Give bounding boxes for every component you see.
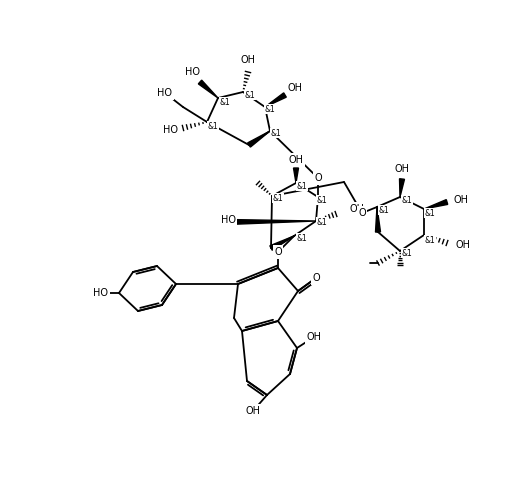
Polygon shape (376, 207, 380, 232)
Text: O: O (312, 273, 320, 283)
Text: &1: &1 (270, 129, 281, 138)
Polygon shape (424, 200, 448, 209)
Text: OH: OH (289, 155, 304, 165)
Text: HO: HO (163, 125, 178, 135)
Polygon shape (247, 131, 270, 147)
Text: &1: &1 (220, 98, 230, 107)
Text: &1: &1 (402, 196, 413, 205)
Text: O: O (314, 173, 322, 183)
Text: OH: OH (245, 406, 260, 416)
Polygon shape (400, 179, 404, 197)
Polygon shape (199, 80, 218, 98)
Text: OH: OH (455, 240, 470, 250)
Text: OH: OH (394, 164, 410, 174)
Text: &1: &1 (425, 208, 436, 217)
Text: &1: &1 (296, 182, 307, 191)
Text: HO: HO (93, 288, 108, 298)
Text: &1: &1 (245, 90, 255, 99)
Text: &1: &1 (265, 105, 276, 113)
Text: OH: OH (288, 83, 303, 93)
Text: OH: OH (306, 332, 321, 342)
Text: O: O (358, 208, 366, 218)
Text: OH: OH (350, 204, 365, 214)
Text: &1: &1 (317, 217, 327, 227)
Text: &1: &1 (379, 206, 389, 215)
Text: HO: HO (184, 67, 200, 77)
Polygon shape (270, 236, 294, 250)
Polygon shape (293, 168, 299, 183)
Text: &1: &1 (402, 249, 413, 258)
Text: HO: HO (157, 88, 172, 98)
Text: &1: &1 (296, 233, 307, 242)
Text: &1: &1 (317, 196, 327, 205)
Text: OH: OH (453, 195, 468, 205)
Text: HO: HO (220, 215, 235, 225)
Text: &1: &1 (208, 121, 218, 130)
Text: O: O (274, 247, 282, 257)
Text: OH: OH (241, 55, 255, 65)
Polygon shape (265, 93, 286, 107)
Text: &1: &1 (272, 194, 283, 203)
Polygon shape (228, 219, 316, 225)
Text: &1: &1 (425, 236, 436, 245)
